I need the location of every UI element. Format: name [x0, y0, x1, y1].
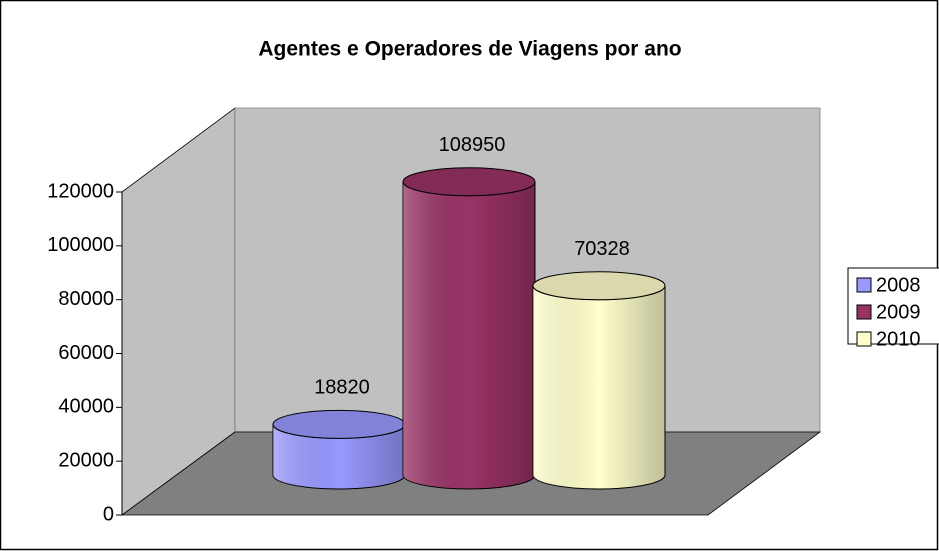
cylinder-top	[272, 409, 406, 439]
cylinder-shade	[273, 424, 405, 489]
cylinder	[532, 271, 666, 490]
cylinder	[402, 167, 536, 490]
cylinder	[272, 409, 406, 490]
legend-swatch	[856, 331, 872, 347]
y-tick-label: 80000	[58, 288, 114, 310]
data-label: 70328	[574, 238, 630, 260]
data-label: 108950	[439, 134, 506, 156]
y-tick-label: 100000	[47, 234, 114, 256]
cylinder-shade	[403, 181, 535, 489]
legend-swatch	[856, 277, 872, 293]
cylinder-top	[532, 271, 666, 301]
legend-swatch	[856, 304, 872, 320]
cylinder-top	[402, 167, 536, 197]
y-tick-label: 20000	[58, 449, 114, 471]
legend-label: 2010	[876, 328, 921, 350]
y-tick-label: 60000	[58, 342, 114, 364]
data-label: 18820	[314, 377, 370, 399]
y-tick-label: 120000	[47, 180, 114, 202]
cylinder-shade	[533, 285, 665, 489]
chart-title: Agentes e Operadores de Viagens por ano	[258, 38, 681, 61]
legend-label: 2009	[876, 301, 921, 323]
legend-label: 2008	[876, 274, 921, 296]
y-tick-label: 0	[103, 503, 114, 525]
y-tick-label: 40000	[58, 396, 114, 418]
